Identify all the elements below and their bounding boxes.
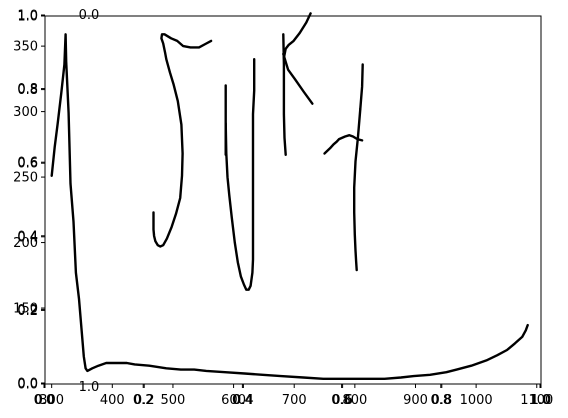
axes bbox=[41, 14, 542, 388]
x-tick-label: 700 bbox=[282, 393, 307, 408]
y-tick-label: 1.0 bbox=[17, 10, 38, 25]
x-tick-label: 600 bbox=[221, 393, 246, 408]
series-line-8 bbox=[359, 63, 364, 111]
y-tick-label: 0.4 bbox=[17, 230, 38, 245]
series-line-2 bbox=[152, 33, 213, 248]
tick-labels: 0.0 0.2 0.4 0.6 0.8 1.00.00.20.40.60.81.00.0 0… bbox=[13, 8, 553, 408]
x-tick-label: 1.0 bbox=[79, 380, 100, 395]
x-tick-label: 0.2 bbox=[134, 393, 155, 408]
series-line-9 bbox=[353, 107, 362, 272]
series-line-3 bbox=[224, 58, 256, 291]
y-tick-label: 350 bbox=[13, 40, 38, 55]
x-tick-label: 300 bbox=[39, 393, 64, 408]
series-line-1 bbox=[50, 33, 529, 380]
y-tick-label: 0.6 bbox=[17, 156, 38, 171]
y-tick-label: 200 bbox=[13, 236, 38, 251]
y-tick-label: 300 bbox=[13, 105, 38, 120]
x-tick-label: 0.4 bbox=[233, 393, 254, 408]
x-tick-label: 0.4 bbox=[232, 393, 253, 408]
x-tick-label: 0.6 bbox=[331, 393, 352, 408]
series-line-6 bbox=[282, 52, 314, 105]
y-tick-label: 0.0 bbox=[17, 377, 38, 392]
x-tick-label: 1.0 bbox=[530, 393, 551, 408]
x-tick-label: 0.2 bbox=[133, 393, 154, 408]
y-tick-label: 0.6 bbox=[17, 157, 38, 172]
x-tick-label: 1100 bbox=[520, 393, 553, 408]
series-line-10 bbox=[323, 134, 364, 155]
y-tick-label: 150 bbox=[13, 302, 38, 317]
plot-area bbox=[50, 12, 529, 380]
x-tick-label: 800 bbox=[342, 393, 367, 408]
y-tick-label: 0.2 bbox=[17, 303, 38, 318]
axes-frame bbox=[44, 15, 542, 385]
x-tick-label: 0.6 bbox=[332, 393, 353, 408]
y-tick-label: 1.0 bbox=[17, 9, 38, 24]
x-tick-label: 1000 bbox=[460, 393, 493, 408]
x-tick-label: 400 bbox=[100, 393, 125, 408]
y-tick-label: 0.0 bbox=[17, 378, 38, 393]
x-tick-label: 0.8 bbox=[431, 393, 452, 408]
series-line-7 bbox=[282, 12, 312, 60]
y-tick-label: 0.2 bbox=[17, 304, 38, 319]
y-tick-label: 250 bbox=[13, 171, 38, 186]
x-tick-label: 0.0 bbox=[34, 393, 55, 408]
x-tick-label: 0.0 bbox=[79, 8, 100, 23]
y-tick-label: 0.8 bbox=[17, 83, 38, 98]
x-tick-label: 900 bbox=[403, 393, 428, 408]
y-tick-label: 0.8 bbox=[17, 82, 38, 97]
x-tick-label: 0.8 bbox=[430, 393, 451, 408]
x-tick-label: 500 bbox=[161, 393, 186, 408]
x-tick-label: 1.0 bbox=[531, 393, 552, 408]
y-tick-label: 0.4 bbox=[17, 229, 38, 244]
x-tick-label: 0.0 bbox=[35, 393, 56, 408]
